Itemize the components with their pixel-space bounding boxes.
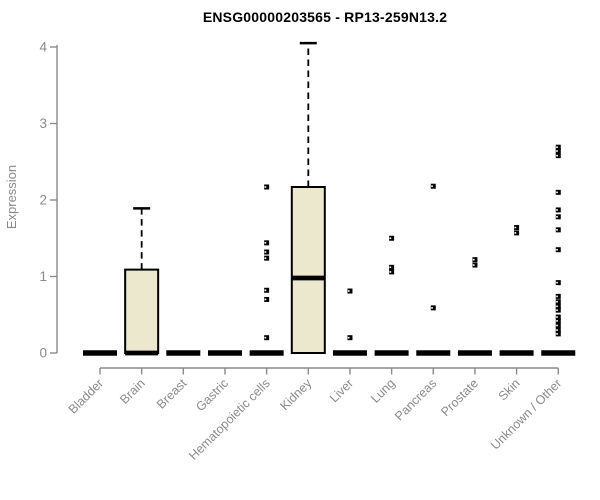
outlier-point-notch [264,186,267,188]
outlier-point [555,247,561,253]
outlier-point-notch [556,305,558,308]
outlier-point [555,327,561,333]
y-tick-label: 1 [39,269,47,284]
outlier-point-notch [514,232,517,234]
outlier-point [555,307,561,313]
outlier-point [555,227,561,233]
chart-title: ENSG00000203565 - RP13-259N13.2 [202,9,448,25]
outlier-point-notch [556,209,558,211]
outlier-point-notch [556,333,558,335]
x-tick-label: Unknown / Other [488,376,564,452]
outlier-point [430,305,436,311]
x-tick-label: Breast [154,376,190,412]
outlier-point [555,331,561,337]
outlier-point [555,153,561,159]
outlier-point [555,207,561,213]
outlier-point-notch [556,248,558,251]
outlier-point-notch [556,300,558,303]
outlier-point-notch [556,146,558,149]
outlier-point [472,262,478,268]
y-tick-label: 4 [39,40,47,55]
outlier-point [389,235,395,241]
outlier-point-notch [389,266,392,269]
outlier-point-notch [556,329,558,331]
outlier-point [389,269,395,275]
outlier-point-notch [264,257,267,259]
y-tick-label: 2 [39,193,47,208]
outlier-point [555,314,561,320]
outlier-point [264,287,270,293]
outlier-point-notch [556,216,558,218]
outlier-point-notch [556,324,558,327]
outlier-point [264,335,270,341]
outlier-point [555,148,561,154]
outlier-point [264,296,270,302]
outlier-point-notch [431,307,433,309]
outlier-point-notch [556,320,558,322]
outlier-point [555,303,561,309]
outlier-point [430,183,436,189]
outlier-point [264,184,270,190]
outlier-point-notch [389,237,392,240]
outlier-point [555,293,561,299]
outlier-point-notch [556,295,558,298]
outlier-point-notch [556,150,558,152]
outlier-point-notch [264,289,267,292]
outlier-point-notch [347,290,350,292]
outlier-point-notch [514,226,517,229]
outlier-point [555,322,561,328]
outlier-point [555,214,561,220]
x-tick-label: Kidney [277,376,314,413]
outlier-point [264,255,270,261]
outlier-point [264,249,270,255]
outlier-point-notch [264,298,267,301]
y-tick-label: 0 [39,346,47,361]
outlier-point-notch [431,185,433,188]
outlier-point [555,318,561,324]
outlier-point [347,288,353,294]
x-tick-label: Liver [327,376,356,405]
outlier-point [347,335,353,341]
outlier-point-notch [556,316,558,318]
x-tick-label: Skin [496,376,523,403]
outlier-point-notch [389,271,392,273]
x-tick-label: Gastric [193,376,231,414]
outlier-point-notch [472,258,475,261]
outlier-point-notch [264,336,267,339]
outlier-point-notch [556,154,558,157]
outlier-point [555,189,561,195]
outlier-point-notch [556,191,558,194]
outlier-point-notch [264,242,267,244]
y-tick-label: 3 [39,116,47,131]
outlier-point-notch [347,336,350,339]
outlier-point [555,280,561,286]
box [124,268,160,354]
x-tick-label: Prostate [438,376,481,419]
x-tick-label: Lung [368,376,398,406]
x-tick-label: Pancreas [392,376,439,423]
outlier-point-notch [264,251,267,253]
x-tick-label: Hematopoietic cells [186,376,273,463]
outlier-point-notch [556,229,558,231]
outlier-point [389,264,395,270]
outlier-point [555,144,561,150]
x-tick-label: Brain [117,376,148,407]
box [290,185,326,354]
outlier-point [472,257,478,263]
outlier-point [514,225,520,231]
outlier-point-notch [556,281,558,284]
outlier-point [514,230,520,236]
outlier-point-notch [556,309,558,311]
x-tick-label: Bladder [66,376,106,416]
outlier-point [264,240,270,246]
outlier-point-notch [472,264,475,266]
outlier-point [555,299,561,305]
